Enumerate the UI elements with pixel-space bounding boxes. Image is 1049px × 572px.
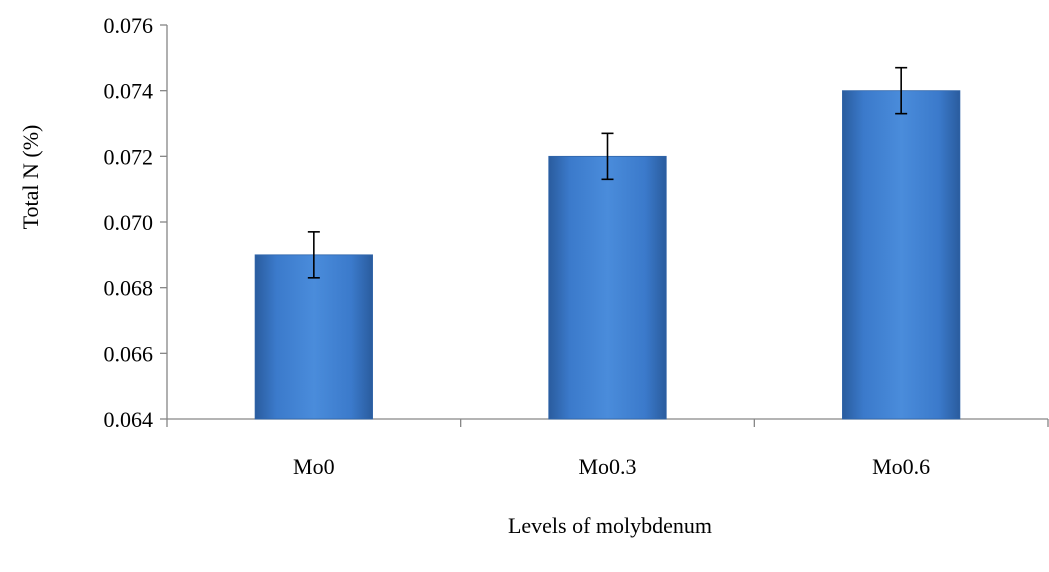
y-tick-label: 0.064 [104,407,154,432]
y-tick-label: 0.066 [104,341,154,366]
x-axis: Mo0 Mo0.3 Mo0.6 [166,418,1049,479]
y-axis: 0.064 0.066 0.068 0.070 0.072 0.074 0.076 [104,13,168,432]
y-tick-label: 0.076 [104,13,154,38]
bars [254,90,961,420]
y-tick-label: 0.072 [104,144,154,169]
y-tick-label: 0.070 [104,210,154,235]
error-bars [307,66,908,279]
y-axis-title: Total N (%) [18,125,43,230]
bar-mo0-3 [548,155,667,420]
x-axis-title: Levels of molybdenum [508,513,712,538]
x-tick-label: Mo0.6 [872,454,930,479]
y-tick-label: 0.074 [104,79,154,104]
x-tick-label: Mo0 [293,454,335,479]
bar-mo0-6 [842,90,961,420]
y-tick-label: 0.068 [104,276,154,301]
x-tick-label: Mo0.3 [578,454,636,479]
bar-mo0 [254,254,373,420]
